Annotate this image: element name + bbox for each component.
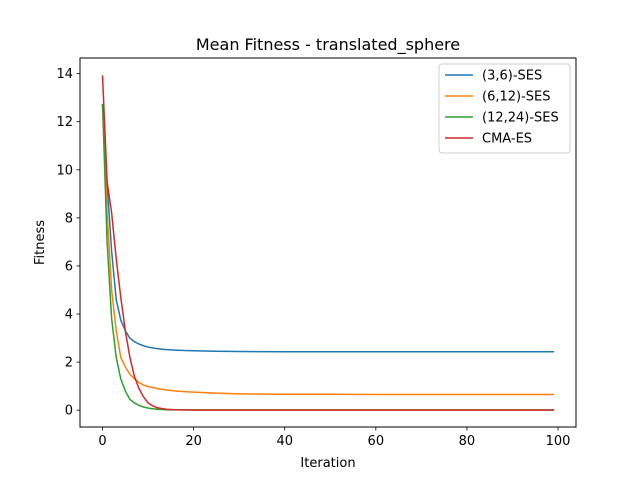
legend-label-2: (6,12)-SES <box>482 90 551 105</box>
plot-frame <box>79 57 577 428</box>
legend: (3,6)-SES (6,12)-SES (12,24)-SES CMA-ES <box>438 63 571 154</box>
y-tick-label: 8 <box>65 211 73 226</box>
legend-label-4: CMA-ES <box>482 132 532 147</box>
y-tick-label: 6 <box>65 259 73 274</box>
y-tick-label: 2 <box>65 356 73 371</box>
x-tick-label: 40 <box>276 434 293 449</box>
y-tick-label: 0 <box>65 404 73 419</box>
series-line-4 <box>101 75 555 411</box>
y-tick-label: 10 <box>56 163 73 178</box>
chart-title: Mean Fitness - translated_sphere <box>196 35 460 55</box>
x-tick-label: 0 <box>98 434 106 449</box>
y-tick-label: 12 <box>56 115 73 130</box>
x-tick-label: 80 <box>459 434 476 449</box>
legend-label-1: (3,6)-SES <box>482 69 542 84</box>
series-line-1 <box>101 104 555 353</box>
y-tick-label: 4 <box>65 308 73 323</box>
y-tick-label: 14 <box>56 67 73 82</box>
series-line-2 <box>101 104 555 396</box>
x-tick-label: 20 <box>185 434 202 449</box>
x-tick-label: 100 <box>546 434 571 449</box>
x-tick-label: 60 <box>368 434 385 449</box>
y-axis-label: Fitness <box>33 220 48 265</box>
plot-lines <box>101 75 555 411</box>
y-axis: 0 2 4 6 8 10 12 14 <box>56 67 80 419</box>
x-axis-label: Iteration <box>300 456 355 471</box>
x-axis: 0 20 40 60 80 100 <box>98 427 570 449</box>
legend-label-3: (12,24)-SES <box>482 111 559 126</box>
legend-box <box>438 63 571 154</box>
